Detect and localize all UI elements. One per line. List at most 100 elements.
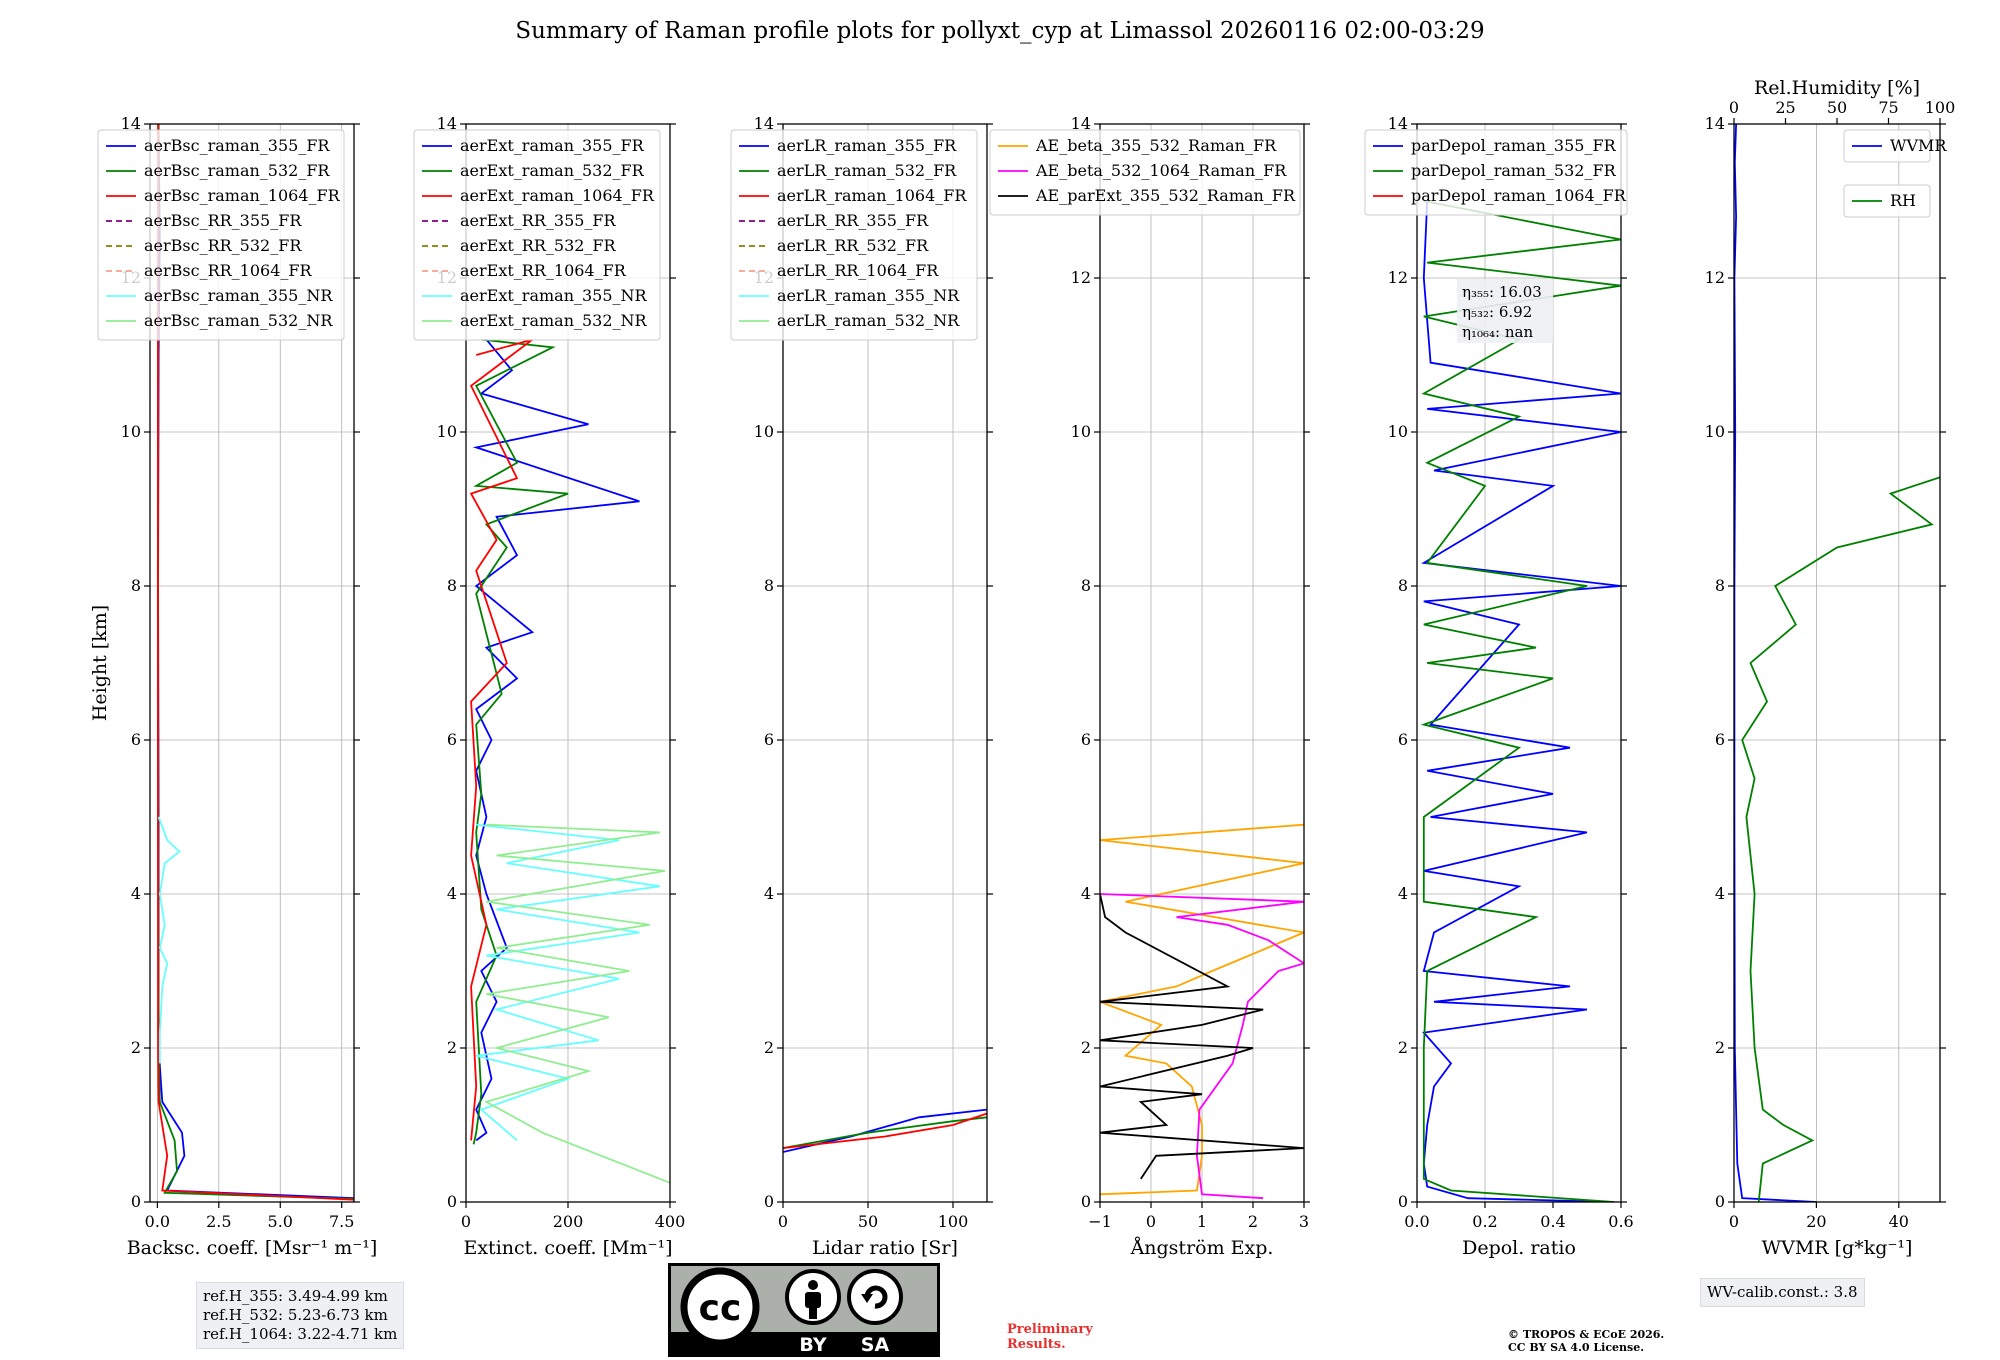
series-line-aerExt_raman_532_FR xyxy=(472,338,569,1145)
x-tick-label: 20 xyxy=(1806,1212,1826,1231)
ref-height-1064: ref.H_1064: 3.22-4.71 km xyxy=(203,1325,398,1343)
y-tick-label: 10 xyxy=(437,422,457,441)
x-axis-label: Lidar ratio [Sr] xyxy=(812,1237,958,1259)
x-tick-label: 0.2 xyxy=(1472,1212,1497,1231)
by-label: BY xyxy=(799,1334,826,1356)
y-tick-label: 4 xyxy=(447,884,457,903)
top-x-tick-label: 100 xyxy=(1925,98,1956,117)
x-tick-label: 0 xyxy=(461,1212,471,1231)
series-line-RH xyxy=(1741,476,1940,1202)
legend-label: aerBsc_raman_532_NR xyxy=(144,311,333,330)
legend-label: parDepol_raman_1064_FR xyxy=(1411,186,1627,205)
y-tick-label: 8 xyxy=(1715,576,1725,595)
x-axis-label: Depol. ratio xyxy=(1462,1237,1576,1259)
legend-label: aerExt_RR_1064_FR xyxy=(460,261,627,280)
legend-label: parDepol_raman_532_FR xyxy=(1411,161,1617,180)
y-tick-label: 10 xyxy=(754,422,774,441)
y-tick-label: 4 xyxy=(764,884,774,903)
y-tick-label: 2 xyxy=(1398,1038,1408,1057)
legend-frame xyxy=(989,129,1301,216)
legend-label: aerBsc_RR_355_FR xyxy=(144,211,302,230)
wv-calib-text: WV-calib.const.: 3.8 xyxy=(1707,1283,1858,1301)
legend-frame xyxy=(97,129,345,341)
legend-frame xyxy=(413,129,661,341)
legend-label: aerBsc_RR_1064_FR xyxy=(144,261,313,280)
series-group xyxy=(1420,200,1621,1202)
panel-extinction: 020040002468101214Extinct. coeff. [Mm⁻¹]… xyxy=(413,114,686,1259)
y-tick-label: 4 xyxy=(1081,884,1091,903)
x-tick-label: 0.0 xyxy=(145,1212,170,1231)
y-tick-label: 4 xyxy=(1398,884,1408,903)
legend-label: aerBsc_raman_532_FR xyxy=(144,161,330,180)
y-tick-label: 14 xyxy=(121,114,141,133)
y-tick-label: 14 xyxy=(754,114,774,133)
legend-label: aerExt_raman_532_FR xyxy=(460,161,645,180)
legend-label: RH xyxy=(1890,191,1916,210)
y-tick-label: 0 xyxy=(1398,1192,1408,1211)
y-tick-label: 12 xyxy=(1071,268,1091,287)
preliminary-line-1: Preliminary xyxy=(1007,1322,1093,1337)
y-tick-label: 6 xyxy=(1398,730,1408,749)
cc-by-sa-logo: cc BY SA xyxy=(668,1263,940,1357)
legend-label: aerLR_RR_532_FR xyxy=(777,236,929,255)
legend-box-WVMR: WVMR xyxy=(1843,129,1947,163)
y-tick-label: 14 xyxy=(1071,114,1091,133)
y-tick-label: 0 xyxy=(131,1192,141,1211)
y-tick-label: 14 xyxy=(1705,114,1725,133)
x-tick-label: 7.5 xyxy=(329,1212,354,1231)
x-tick-label: 200 xyxy=(553,1212,584,1231)
series-group xyxy=(1100,823,1304,1200)
legend-label: aerExt_raman_532_NR xyxy=(460,311,648,330)
legend-label: aerLR_RR_355_FR xyxy=(777,211,929,230)
copyright-line-2: CC BY SA 4.0 License. xyxy=(1508,1341,1645,1354)
legend-label: aerExt_raman_1064_FR xyxy=(460,186,655,205)
legend-frame xyxy=(1364,129,1628,216)
y-tick-label: 0 xyxy=(1081,1192,1091,1211)
legend-label: aerLR_raman_355_FR xyxy=(777,136,957,155)
legend-box-RH: RH xyxy=(1843,184,1931,218)
y-tick-label: 2 xyxy=(1081,1038,1091,1057)
legend: parDepol_raman_355_FR parDepol_raman_532_… xyxy=(1364,129,1628,216)
y-tick-label: 10 xyxy=(1705,422,1725,441)
series-line-WVMR xyxy=(1734,124,1817,1202)
y-tick-label: 8 xyxy=(764,576,774,595)
axes-frame xyxy=(149,123,355,1203)
legend-label: aerLR_RR_1064_FR xyxy=(777,261,939,280)
y-tick-label: 6 xyxy=(1715,730,1725,749)
y-tick-label: 14 xyxy=(437,114,457,133)
series-line-parDepol_raman_532_FR xyxy=(1420,200,1621,1202)
y-tick-label: 0 xyxy=(764,1192,774,1211)
x-axis-label: Backsc. coeff. [Msr⁻¹ m⁻¹] xyxy=(127,1237,378,1259)
y-tick-label: 10 xyxy=(121,422,141,441)
legend-label: aerBsc_RR_532_FR xyxy=(144,236,302,255)
top-x-tick-label: 50 xyxy=(1827,98,1847,117)
legend-label: aerLR_raman_355_NR xyxy=(777,286,960,305)
legend-label: AE_beta_532_1064_Raman_FR xyxy=(1035,161,1287,180)
preliminary-line-2: Results. xyxy=(1007,1337,1066,1352)
series-group xyxy=(469,338,670,1184)
x-tick-label: 100 xyxy=(938,1212,969,1231)
axes-frame xyxy=(1416,123,1622,1203)
series-line-parDepol_raman_355_FR xyxy=(1421,200,1621,1202)
x-tick-label: 0.6 xyxy=(1608,1212,1633,1231)
x-axis-label: Ångström Exp. xyxy=(1130,1237,1274,1259)
axes-frame xyxy=(782,123,988,1203)
x-tick-label: 2.5 xyxy=(206,1212,231,1231)
x-tick-label: 400 xyxy=(655,1212,686,1231)
y-tick-label: 8 xyxy=(131,576,141,595)
y-tick-label: 2 xyxy=(764,1038,774,1057)
top-x-tick-label: 0 xyxy=(1729,98,1739,117)
legend-label: aerExt_raman_355_NR xyxy=(460,286,648,305)
legend-label: WVMR xyxy=(1890,136,1947,155)
legend-label: parDepol_raman_355_FR xyxy=(1411,136,1617,155)
y-tick-label: 14 xyxy=(1388,114,1408,133)
legend-label: AE_parExt_355_532_Raman_FR xyxy=(1035,186,1296,205)
sa-share-alike-icon xyxy=(847,1269,903,1325)
x-tick-label: 3 xyxy=(1299,1212,1309,1231)
x-tick-label: 0 xyxy=(1146,1212,1156,1231)
cc-icon xyxy=(680,1267,760,1347)
ref-height-532: ref.H_532: 5.23-6.73 km xyxy=(203,1306,388,1324)
legend-label: aerBsc_raman_355_NR xyxy=(144,286,333,305)
